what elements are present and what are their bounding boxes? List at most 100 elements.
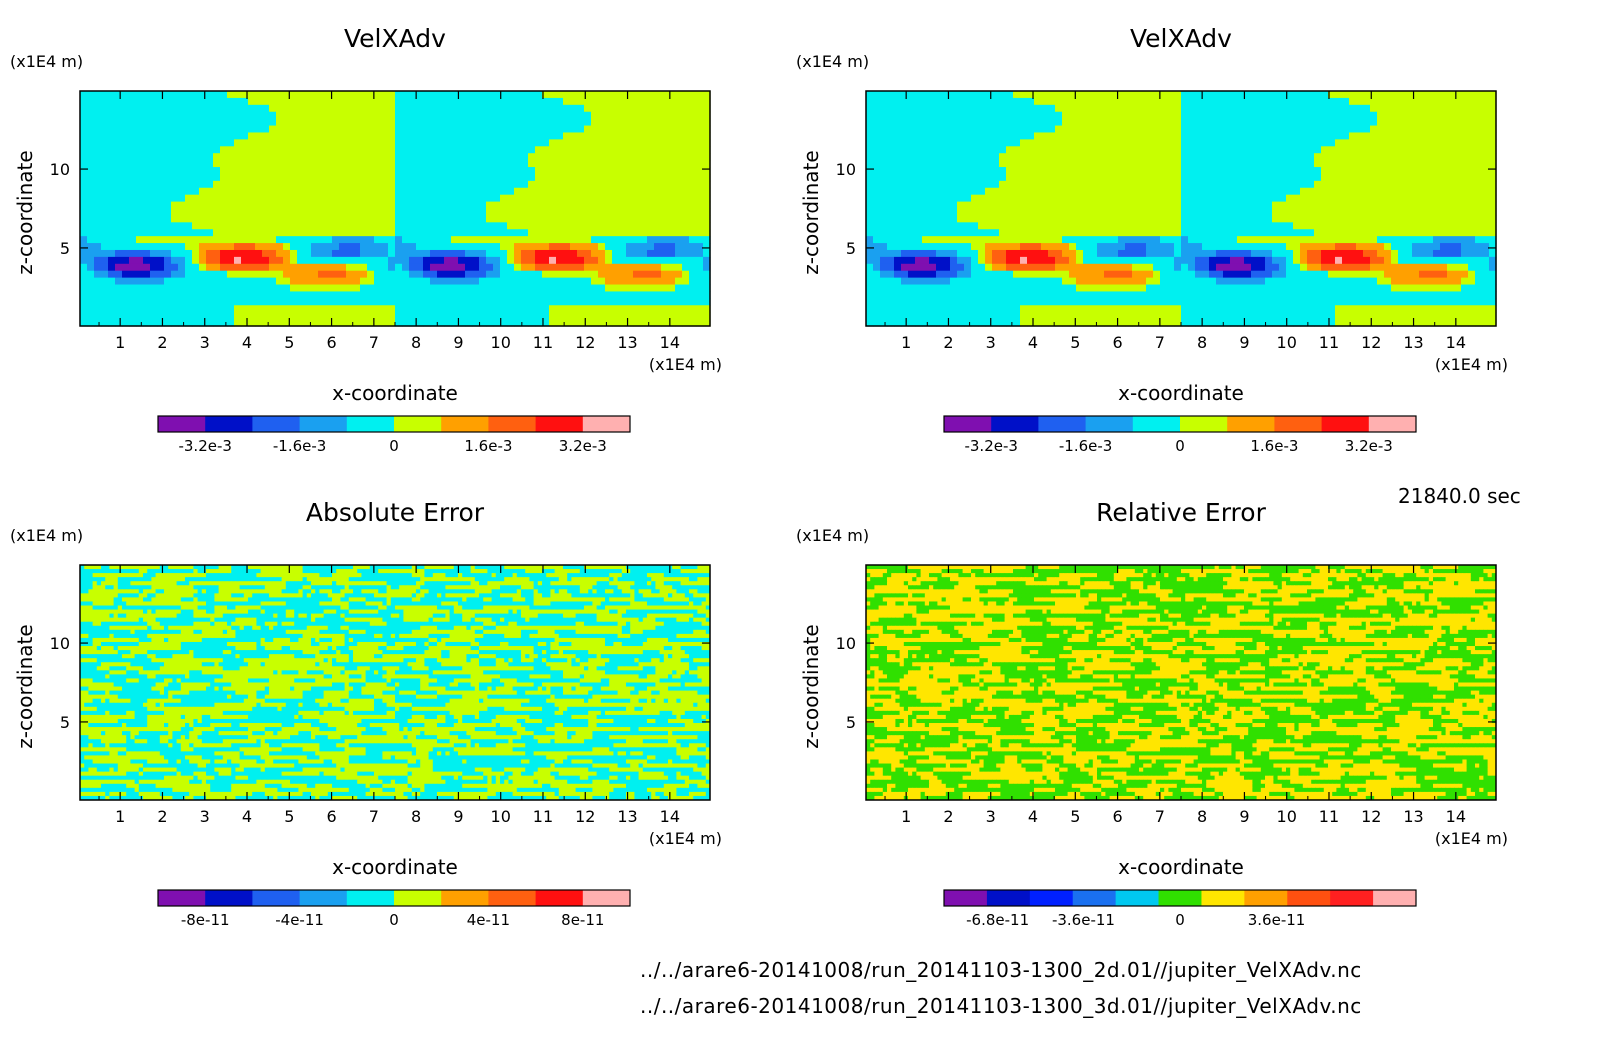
field-cell: [339, 209, 347, 217]
field-cell: [143, 181, 151, 189]
field-cell: [346, 139, 354, 147]
field-cell: [87, 291, 95, 299]
field-cell: [178, 105, 186, 113]
field-cell: [143, 98, 151, 106]
field-cell: [332, 202, 340, 210]
field-cell: [192, 153, 200, 161]
field-cell: [94, 126, 102, 134]
field-cell: [206, 236, 214, 244]
field-cell: [318, 146, 326, 154]
field-cell: [262, 257, 270, 265]
field-cell: [213, 257, 221, 265]
field-cell: [206, 215, 214, 223]
field-cell: [213, 209, 221, 217]
field-cell: [80, 105, 88, 113]
field-cell: [150, 174, 158, 182]
field-cell: [178, 195, 186, 203]
field-cell: [108, 209, 116, 217]
field-cell: [150, 271, 158, 279]
field-cell: [241, 291, 249, 299]
field-cell: [332, 285, 340, 293]
field-cell: [213, 229, 221, 237]
field-cell: [227, 209, 235, 217]
field-cell: [255, 98, 263, 106]
field-cell: [262, 119, 270, 127]
field-cell: [122, 264, 130, 272]
field-cell: [143, 257, 151, 265]
field-cell: [101, 215, 109, 223]
field-cell: [388, 278, 396, 286]
field-cell: [136, 119, 144, 127]
field-cell: [332, 209, 340, 217]
field-cell: [234, 132, 242, 140]
field-cell: [227, 119, 235, 127]
field-cell: [101, 91, 109, 99]
field-cell: [150, 112, 158, 120]
field-cell: [402, 160, 410, 168]
field-cell: [318, 188, 326, 196]
field-cell: [157, 119, 165, 127]
field-cell: [388, 285, 396, 293]
field-cell: [248, 285, 256, 293]
field-cell: [164, 264, 172, 272]
field-cell: [115, 188, 123, 196]
field-cell: [101, 229, 109, 237]
field-cell: [143, 132, 151, 140]
field-cell: [108, 202, 116, 210]
field-cell: [311, 209, 319, 217]
field-cell: [206, 91, 214, 99]
field-cell: [360, 160, 368, 168]
field-cell: [290, 153, 298, 161]
field-cell: [234, 126, 242, 134]
field-cell: [388, 160, 396, 168]
field-cell: [227, 174, 235, 182]
field-cell: [171, 229, 179, 237]
field-cell: [353, 285, 361, 293]
field-cell: [136, 285, 144, 293]
field-cell: [108, 119, 116, 127]
field-cell: [318, 202, 326, 210]
field-cell: [178, 243, 186, 251]
field-cell: [171, 167, 179, 175]
field-cell: [248, 126, 256, 134]
field-cell: [164, 132, 172, 140]
field-cell: [241, 243, 249, 251]
field-cell: [255, 181, 263, 189]
field-cell: [206, 312, 214, 320]
field-cell: [360, 112, 368, 120]
field-cell: [269, 146, 277, 154]
field-cell: [297, 291, 305, 299]
field-cell: [101, 202, 109, 210]
field-cell: [255, 119, 263, 127]
field-cell: [276, 229, 284, 237]
field-cell: [262, 243, 270, 251]
field-cell: [395, 112, 403, 120]
field-cell: [206, 126, 214, 134]
field-cell: [122, 278, 130, 286]
field-cell: [94, 243, 102, 251]
field-cell: [374, 98, 382, 106]
field-cell: [136, 209, 144, 217]
field-cell: [115, 167, 123, 175]
field-cell: [269, 285, 277, 293]
field-cell: [108, 126, 116, 134]
field-cell: [269, 215, 277, 223]
field-cell: [388, 291, 396, 299]
field-cell: [80, 305, 88, 313]
field-cell: [332, 98, 340, 106]
field-cell: [234, 312, 242, 320]
field-cell: [115, 132, 123, 140]
field-cell: [318, 229, 326, 237]
field-cell: [136, 98, 144, 106]
field-cell: [283, 132, 291, 140]
field-cell: [353, 132, 361, 140]
field-cell: [192, 105, 200, 113]
field-cell: [325, 112, 333, 120]
field-cell: [311, 195, 319, 203]
field-cell: [332, 105, 340, 113]
field-cell: [101, 98, 109, 106]
field-cell: [206, 181, 214, 189]
field-cell: [192, 98, 200, 106]
field-cell: [143, 139, 151, 147]
field-cell: [150, 105, 158, 113]
